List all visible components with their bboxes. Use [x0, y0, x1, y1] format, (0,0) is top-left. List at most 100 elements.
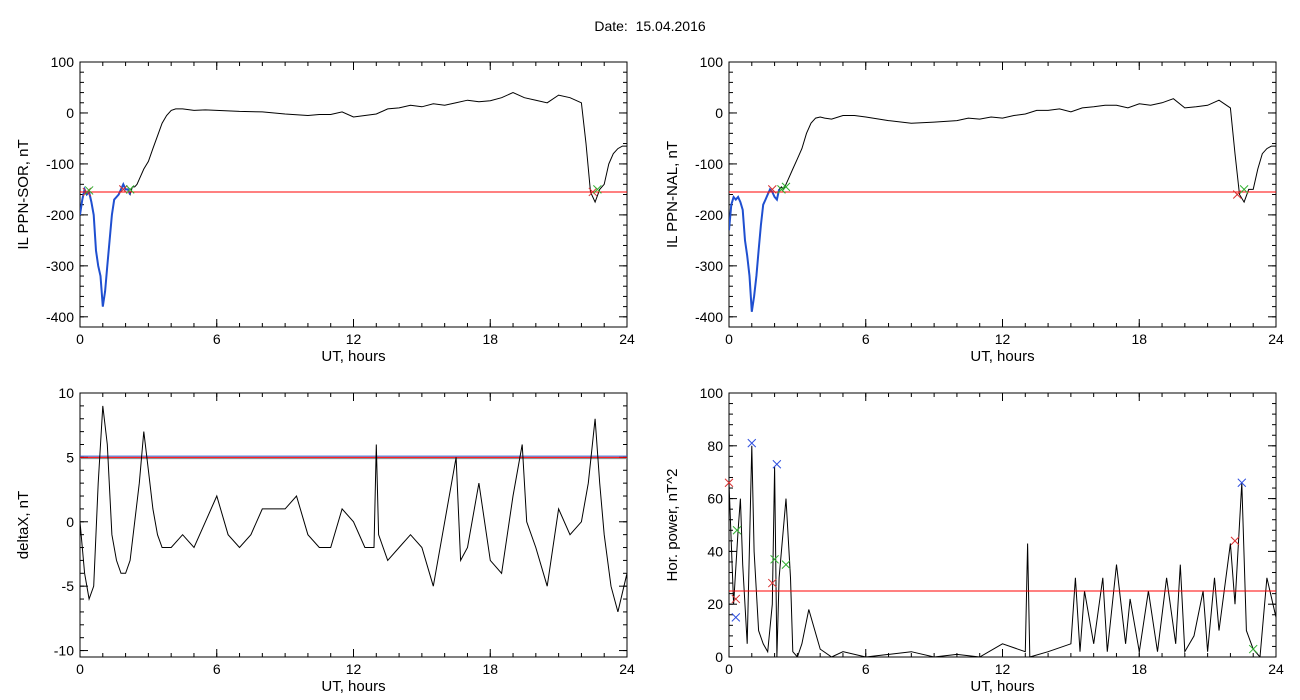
data-marker: [747, 438, 757, 448]
panel-ppn-nal: 0 6 12 18 24 -400 -300 -200 -100 0 100 UT, hours IL …: [664, 54, 1284, 365]
x-tick-label: 6: [213, 331, 221, 347]
plot-frame: [79, 61, 628, 328]
x-tick-label: 12: [995, 331, 1011, 347]
x-tick-label: 12: [346, 331, 362, 347]
marker-stroke: [770, 554, 779, 564]
x-axis-label: UT, hours: [970, 348, 1034, 365]
page-header: Date: 15.04.2016: [0, 18, 1300, 34]
y-tick-label: 5: [66, 449, 74, 465]
x-tick-label: 0: [76, 331, 84, 347]
data-marker: [772, 459, 782, 469]
y-tick-label: 10: [58, 385, 74, 401]
marker-stroke: [767, 185, 777, 194]
y-axis-label: deltaX, nT: [15, 491, 32, 559]
x-axis-label: UT, hours: [970, 678, 1034, 695]
y-tick-label: -400: [46, 309, 74, 325]
marker-stroke: [1248, 644, 1258, 654]
data-marker: [82, 187, 92, 197]
data-marker: [1230, 536, 1240, 546]
data-marker: [731, 613, 741, 622]
date-label: Date:: [594, 18, 628, 34]
y-tick-label: 0: [66, 514, 74, 530]
data-marker: [1248, 644, 1258, 654]
x-tick-label: 12: [346, 661, 362, 677]
data-marker: [1232, 190, 1242, 199]
data-marker: [1237, 478, 1247, 488]
x-tick-label: 0: [725, 331, 733, 347]
marker-stroke: [781, 182, 791, 192]
y-tick-label: 0: [715, 105, 723, 121]
y-tick-label: -100: [46, 156, 74, 172]
y-tick-label: -10: [54, 643, 74, 659]
data-marker: [593, 185, 602, 194]
y-tick-label: 80: [707, 438, 723, 454]
marker-stroke: [747, 438, 757, 448]
y-tick-label: 100: [700, 385, 724, 401]
x-tick-label: 24: [1268, 661, 1284, 677]
marker-stroke: [593, 185, 602, 194]
y-tick-label: 20: [707, 596, 723, 612]
data-marker: [732, 525, 742, 535]
plot-frame: [79, 392, 628, 658]
plot-area: [80, 92, 627, 307]
data-marker: [118, 185, 128, 194]
y-tick-label: -400: [695, 309, 723, 325]
data-marker: [724, 478, 734, 488]
panel-hor-power: 0 6 12 18 24 0 20 40 60 80 100 UT, hours Hor. power,…: [664, 385, 1284, 695]
series-line: [80, 405, 627, 613]
marker-stroke: [724, 478, 734, 488]
data-marker: [767, 578, 777, 588]
y-tick-label: -300: [695, 258, 723, 274]
x-axis-label: UT, hours: [321, 348, 385, 365]
x-tick-label: 24: [619, 661, 635, 677]
marker-stroke: [731, 613, 741, 622]
series-line: [80, 92, 627, 307]
marker-stroke: [781, 560, 791, 569]
data-marker: [770, 554, 779, 564]
x-tick-label: 6: [862, 661, 870, 677]
marker-stroke: [82, 187, 92, 197]
y-tick-label: 40: [707, 543, 723, 559]
marker-stroke: [84, 186, 94, 195]
highlight-series-line: [80, 181, 132, 307]
marker-stroke: [777, 185, 786, 194]
data-marker: [84, 186, 94, 195]
y-axis-label: IL PPN-NAL, nT: [664, 141, 681, 248]
data-marker: [781, 560, 791, 569]
x-axis-label: UT, hours: [321, 678, 385, 695]
y-tick-label: -300: [46, 258, 74, 274]
y-tick-label: -200: [46, 207, 74, 223]
marker-stroke: [767, 578, 777, 588]
plot-frame: [728, 61, 1277, 328]
marker-stroke: [118, 185, 128, 194]
y-tick-label: 100: [51, 54, 75, 70]
x-tick-label: 18: [1131, 661, 1147, 677]
x-tick-label: 6: [862, 331, 870, 347]
data-marker: [1239, 185, 1249, 194]
x-tick-label: 12: [995, 661, 1011, 677]
data-marker: [125, 185, 135, 194]
data-marker: [731, 594, 741, 604]
marker-stroke: [1239, 185, 1249, 194]
date-value: 15.04.2016: [635, 18, 706, 34]
highlight-series-line: [729, 187, 781, 312]
panel-ppn-sor: 0 6 12 18 24 -400 -300 -200 -100 0 100 UT, hours IL …: [15, 54, 635, 365]
marker-stroke: [732, 525, 742, 535]
plot-area: [729, 445, 1276, 657]
data-marker: [781, 182, 791, 192]
marker-stroke: [588, 187, 598, 197]
x-tick-label: 0: [76, 661, 84, 677]
x-tick-label: 24: [1268, 331, 1284, 347]
y-tick-label: 60: [707, 491, 723, 507]
marker-stroke: [1232, 190, 1242, 199]
y-tick-label: -5: [62, 578, 75, 594]
x-tick-label: 18: [1131, 331, 1147, 347]
data-marker: [588, 187, 598, 197]
x-tick-label: 18: [482, 661, 498, 677]
data-marker: [777, 185, 786, 194]
marker-stroke: [772, 459, 782, 469]
y-tick-label: 0: [715, 649, 723, 665]
marker-stroke: [1237, 478, 1247, 488]
x-tick-label: 24: [619, 331, 635, 347]
